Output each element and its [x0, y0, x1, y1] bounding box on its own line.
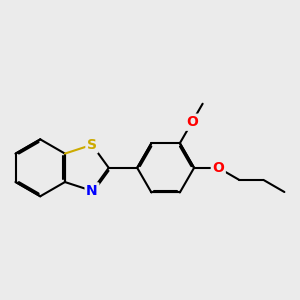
Text: N: N	[86, 184, 98, 198]
Text: O: O	[186, 115, 198, 129]
Text: S: S	[87, 138, 97, 152]
Text: O: O	[212, 161, 224, 175]
